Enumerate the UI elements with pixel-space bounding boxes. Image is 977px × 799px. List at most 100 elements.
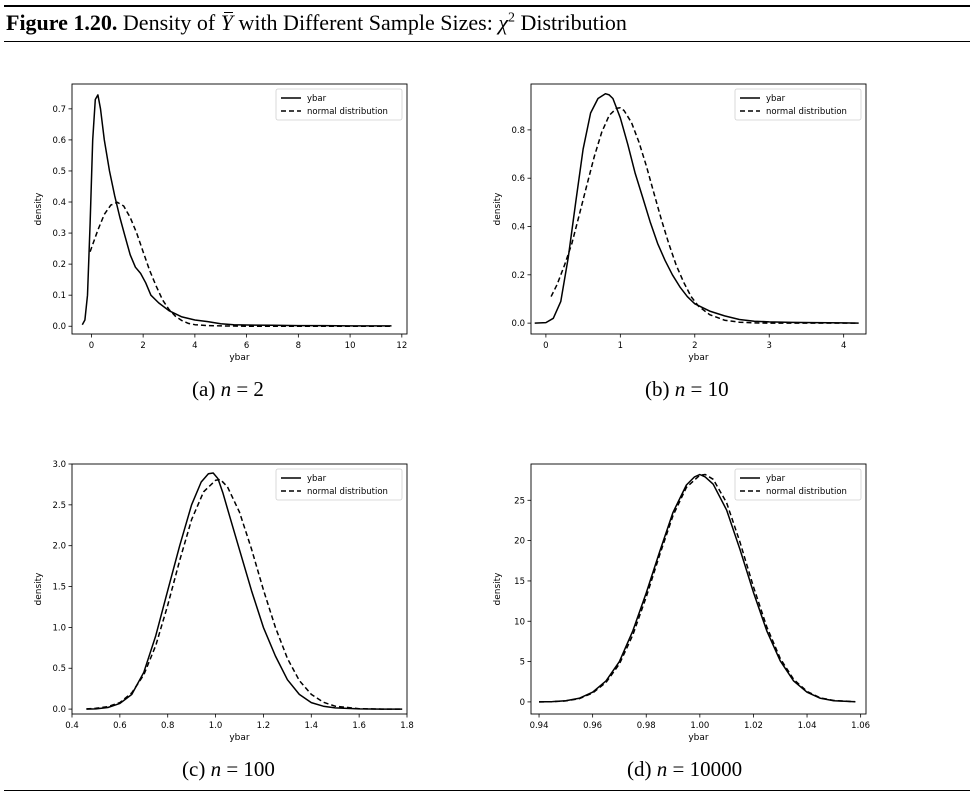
subplot-b-legend-label-ybar: ybar [766, 94, 786, 104]
subplot-b-legend-label-normal: normal distribution [766, 107, 847, 117]
subplot-d-caption-prefix: (d) [627, 757, 657, 781]
subplot-d-xtick-label: 0.94 [530, 721, 549, 731]
subplot-a-ytick-label: 0.2 [52, 260, 66, 270]
subplot-d-legend-label-normal: normal distribution [766, 487, 847, 497]
subplot-b-legend-box [734, 88, 862, 121]
figure-label: Figure 1.20. [6, 10, 118, 35]
subplot-b-series-ybar-line [534, 92, 859, 324]
subplot-b-caption-prefix: (b) [645, 377, 675, 401]
subplot-b: 0 1 2 3 4 0.0 0.2 0.4 0.6 0.8 ybar density ybar norma… [493, 83, 867, 363]
subplot-c-legend-label-normal: normal distribution [307, 487, 388, 497]
subplot-c-ytick-label: 3.0 [52, 460, 66, 470]
subplot-d-ytick-label: 20 [514, 537, 525, 547]
subplot-c-series-ybar-line [86, 472, 403, 710]
subplot-a-caption-value: = 2 [231, 377, 264, 401]
subplot-c-caption: (c) n = 100 [182, 757, 275, 782]
subplot-a-legend-label-ybar: ybar [307, 94, 327, 104]
subplot-a-axes-frame [71, 83, 408, 335]
chi-symbol: χ [498, 10, 508, 35]
subplot-a-ytick-label: 0.5 [52, 167, 66, 177]
subplot-c-series-normal-line [86, 478, 403, 710]
subplot-c-legend-box [275, 468, 403, 501]
subplot-b-axes-frame [530, 83, 867, 335]
subplot-b-xtick-label: 4 [841, 341, 846, 351]
subplot-a-series-ybar-line [81, 94, 392, 327]
subplot-b-series-normal-line [550, 106, 859, 324]
subplot-a-caption-var: n [220, 377, 232, 401]
subplot-b-xtick-label: 3 [767, 341, 772, 351]
subplot-d: 0.94 0.96 0.98 1.00 1.02 1.04 1.06 0 5 10 15 20 25 yb… [493, 463, 870, 743]
subplot-c-xtick-label: 1.6 [352, 721, 366, 731]
subplot-d-xtick-label: 1.00 [690, 721, 709, 731]
subplot-b-xtick-label: 2 [692, 341, 697, 351]
subplot-d-ytick-label: 15 [514, 577, 525, 587]
subplot-c-xtick-label: 1.0 [209, 721, 223, 731]
subplot-b-caption-value: = 10 [685, 377, 729, 401]
subplot-d-series-normal-line [538, 473, 856, 703]
bottom-rule [4, 790, 970, 791]
subplot-c-xtick-label: 1.4 [305, 721, 319, 731]
subplot-d-ylabel: density [493, 572, 503, 606]
subplot-c-ylabel: density [34, 572, 44, 606]
subplot-a-legend-label-normal: normal distribution [307, 107, 388, 117]
chi-exponent: 2 [508, 10, 515, 26]
top-rule [4, 5, 970, 7]
subplot-c-xlabel: ybar [229, 733, 250, 743]
subplot-a-ytick-label: 0.4 [52, 198, 66, 208]
subplot-c-xtick-label: 0.6 [113, 721, 127, 731]
subplot-a-ylabel: density [34, 192, 44, 226]
subplot-d-ytick-label: 5 [520, 658, 525, 668]
subplot-d-series-ybar-line [538, 473, 856, 703]
subplot-a-ytick-label: 0.6 [52, 136, 66, 146]
caption-text-2: with Different Sample Sizes: [232, 10, 499, 35]
subplot-a-xtick-label: 4 [192, 341, 197, 351]
subplot-d-ytick-label: 0 [520, 698, 525, 708]
caption-text-1: Density of [122, 10, 221, 35]
subplot-a-caption: (a) n = 2 [192, 377, 264, 402]
subplot-d-xtick-label: 0.98 [637, 721, 656, 731]
subplot-d-legend-label-ybar: ybar [766, 474, 786, 484]
subplot-a-ytick-label: 0.7 [52, 105, 66, 115]
subplot-b-ytick-label: 0.8 [511, 126, 525, 136]
subplot-b-ytick-label: 0.2 [511, 271, 525, 281]
subplot-c-xtick-label: 1.8 [400, 721, 414, 731]
subplot-c-caption-value: = 100 [221, 757, 275, 781]
subplot-d-caption-var: n [656, 757, 668, 781]
subplot-d-xlabel: ybar [688, 733, 709, 743]
subplot-c-ytick-label: 1.5 [52, 583, 66, 593]
subplot-c-ytick-label: 1.0 [52, 623, 66, 633]
subplot-d-caption-value: = 10000 [667, 757, 743, 781]
subplot-a-ytick-label: 0.3 [52, 229, 66, 239]
subplot-b-xlabel: ybar [688, 353, 709, 363]
subplot-d-xtick-label: 1.06 [851, 721, 870, 731]
subplot-c-legend-label-ybar: ybar [307, 474, 327, 484]
subplot-a-xtick-label: 12 [396, 341, 407, 351]
caption-text-3: Distribution [515, 10, 627, 35]
subplot-c-xtick-label: 0.4 [65, 721, 79, 731]
subplot-c: 0.4 0.6 0.8 1.0 1.2 1.4 1.6 1.8 0.0 0.5 1.0 1.5 2.0 2… [34, 460, 414, 743]
subplot-b-caption: (b) n = 10 [645, 377, 729, 402]
subplot-d-xtick-label: 0.96 [583, 721, 602, 731]
subplot-c-ytick-label: 0.0 [52, 705, 66, 715]
subplot-a-ytick-label: 0.1 [52, 291, 66, 301]
subplot-d-legend-box [734, 468, 862, 501]
subplot-b-ytick-label: 0.0 [511, 319, 525, 329]
subplot-a-caption-prefix: (a) [192, 377, 221, 401]
subplot-b-xtick-label: 1 [618, 341, 623, 351]
ybar-symbol: Y [220, 10, 234, 35]
subplot-d-axes-frame [530, 463, 867, 715]
subplot-a-xtick-label: 6 [244, 341, 249, 351]
subplot-c-ytick-label: 2.0 [52, 542, 66, 552]
subplot-c-xtick-label: 1.2 [257, 721, 271, 731]
subplot-c-ytick-label: 0.5 [52, 664, 66, 674]
caption-rule [4, 41, 970, 42]
subplot-a-xtick-label: 0 [89, 341, 94, 351]
subplot-b-caption-var: n [674, 377, 686, 401]
subplot-c-axes-frame [71, 463, 408, 715]
subplot-b-xtick-label: 0 [543, 341, 548, 351]
subplot-c-caption-var: n [210, 757, 222, 781]
subplot-a-series-normal-line [89, 201, 392, 327]
subplot-b-ytick-label: 0.6 [511, 174, 525, 184]
subplot-d-xtick-label: 1.04 [798, 721, 817, 731]
